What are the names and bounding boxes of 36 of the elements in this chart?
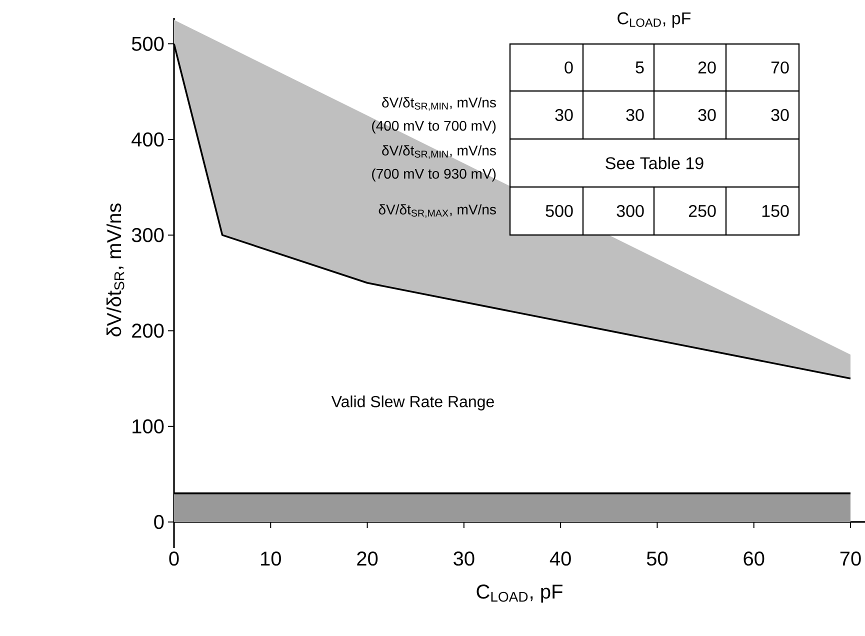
y-axis-title: δV/δt$_{SR}$, mV/ns xyxy=(106,204,124,336)
x-tick-label: 30 xyxy=(454,552,474,566)
annotation: 30 xyxy=(626,108,644,122)
annotation: 0 xyxy=(564,61,573,74)
x-tick-label: 60 xyxy=(744,552,764,566)
annotation: 150 xyxy=(762,204,789,218)
x-tick-label: 70 xyxy=(840,552,861,566)
annotation: (400 mV to 700 mV) xyxy=(372,120,496,134)
x-tick-label: 40 xyxy=(550,552,571,566)
x-tick-label: 50 xyxy=(646,552,668,566)
y-tick-label: 300 xyxy=(132,228,164,242)
x-tick-label: 0 xyxy=(169,552,179,566)
y-tick-label: 100 xyxy=(132,419,164,434)
annotation: 300 xyxy=(616,204,644,218)
annotation: Valid Slew Rate Range xyxy=(331,396,494,410)
annotation: 20 xyxy=(698,61,716,74)
annotation: 30 xyxy=(555,108,573,122)
y-tick-label: 400 xyxy=(132,132,164,147)
y-tick-label: 500 xyxy=(132,36,164,51)
annotation: (700 mV to 930 mV) xyxy=(372,168,496,182)
annotation: 30 xyxy=(771,108,789,122)
annotation: C$_{LOAD}$, pF xyxy=(618,12,691,28)
x-tick-label: 10 xyxy=(261,552,281,566)
annotation: See Table 19 xyxy=(606,156,704,170)
annotation: 500 xyxy=(546,204,573,218)
annotation: 70 xyxy=(771,61,789,74)
annotation: 30 xyxy=(698,108,716,122)
annotation: 5 xyxy=(636,62,644,74)
y-tick-label: 0 xyxy=(154,514,164,530)
x-tick-label: 20 xyxy=(357,552,378,566)
annotation: δV/δt$_{SR,MAX}$, mV/ns xyxy=(378,204,496,218)
x-axis-title: C$_{LOAD}$, pF xyxy=(476,584,562,603)
annotation: 250 xyxy=(688,204,716,218)
y-tick-label: 200 xyxy=(132,324,164,338)
annotation: δV/δt$_{SR,MIN}$, mV/ns xyxy=(382,97,496,111)
annotation: δV/δt$_{SR,MIN}$, mV/ns xyxy=(382,145,496,159)
